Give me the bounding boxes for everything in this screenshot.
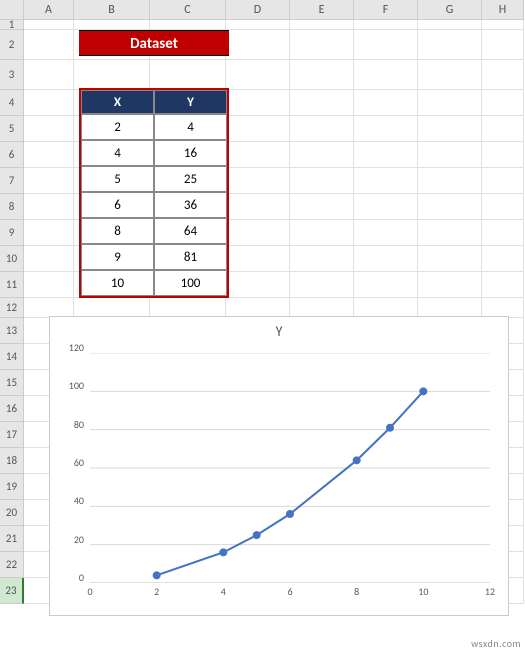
plot-area bbox=[90, 353, 490, 583]
row-header-8[interactable]: 8 bbox=[0, 194, 24, 220]
table-cell[interactable]: 4 bbox=[81, 140, 154, 166]
table-cell[interactable]: 36 bbox=[154, 192, 227, 218]
row-header-2[interactable]: 2 bbox=[0, 30, 24, 60]
row-header-16[interactable]: 16 bbox=[0, 396, 24, 422]
table-cell[interactable]: 81 bbox=[154, 244, 227, 270]
row-header-20[interactable]: 20 bbox=[0, 500, 24, 526]
col-header-c[interactable]: C bbox=[150, 0, 226, 20]
data-table: X Y 2441652563686498110100 bbox=[79, 88, 229, 298]
y-tick-label: 20 bbox=[50, 533, 84, 546]
table-header-row: X Y bbox=[81, 90, 227, 114]
y-tick-label: 0 bbox=[50, 571, 84, 584]
y-tick-label: 60 bbox=[50, 456, 84, 469]
col-header-d[interactable]: D bbox=[226, 0, 290, 20]
table-cell[interactable]: 8 bbox=[81, 218, 154, 244]
row-header-21[interactable]: 21 bbox=[0, 526, 24, 552]
table-cell[interactable]: 9 bbox=[81, 244, 154, 270]
table-cell[interactable]: 6 bbox=[81, 192, 154, 218]
table-cell[interactable]: 100 bbox=[154, 270, 227, 296]
y-tick-label: 100 bbox=[50, 379, 84, 392]
table-cell[interactable]: 16 bbox=[154, 140, 227, 166]
row-header-1[interactable]: 1 bbox=[0, 20, 24, 30]
dataset-banner: Dataset bbox=[79, 30, 229, 56]
x-tick-label: 12 bbox=[485, 585, 495, 598]
table-row: 10100 bbox=[81, 270, 227, 296]
row-header-9[interactable]: 9 bbox=[0, 220, 24, 246]
spreadsheet: ABCDEFGH 1234567891011121314151617181920… bbox=[0, 0, 525, 652]
col-header-f[interactable]: F bbox=[354, 0, 418, 20]
x-tick-label: 8 bbox=[354, 585, 359, 598]
col-header-x[interactable]: X bbox=[81, 90, 154, 114]
row-header-5[interactable]: 5 bbox=[0, 116, 24, 142]
row-header-14[interactable]: 14 bbox=[0, 344, 24, 370]
table-row: 636 bbox=[81, 192, 227, 218]
col-header-b[interactable]: B bbox=[74, 0, 150, 20]
table-cell[interactable]: 10 bbox=[81, 270, 154, 296]
row-header-12[interactable]: 12 bbox=[0, 298, 24, 318]
x-tick-label: 2 bbox=[154, 585, 159, 598]
chart[interactable]: Y 0 20 40 60 80 100 120 0 2 4 6 8 10 12 bbox=[49, 316, 509, 616]
row-header-7[interactable]: 7 bbox=[0, 168, 24, 194]
row-header-3[interactable]: 3 bbox=[0, 60, 24, 90]
row-header-23[interactable]: 23 bbox=[0, 578, 24, 604]
chart-title: Y bbox=[50, 317, 508, 341]
column-header-row: ABCDEFGH bbox=[0, 0, 525, 20]
y-axis-labels: 020406080100120 bbox=[50, 347, 88, 583]
table-row: 416 bbox=[81, 140, 227, 166]
content-area: Dataset X Y 2441652563686498110100 Y 020… bbox=[24, 20, 525, 652]
row-header-15[interactable]: 15 bbox=[0, 370, 24, 396]
watermark: wsxdn.com bbox=[471, 637, 521, 650]
col-header-y[interactable]: Y bbox=[154, 90, 227, 114]
col-header-g[interactable]: G bbox=[418, 0, 482, 20]
table-cell[interactable]: 5 bbox=[81, 166, 154, 192]
row-header-18[interactable]: 18 bbox=[0, 448, 24, 474]
table-row: 864 bbox=[81, 218, 227, 244]
table-cell[interactable]: 4 bbox=[154, 114, 227, 140]
table-row: 981 bbox=[81, 244, 227, 270]
col-header-a[interactable]: A bbox=[24, 0, 74, 20]
chart-svg bbox=[90, 353, 490, 583]
col-header-h[interactable]: H bbox=[482, 0, 524, 20]
row-header-19[interactable]: 19 bbox=[0, 474, 24, 500]
row-header-10[interactable]: 10 bbox=[0, 246, 24, 272]
table-row: 24 bbox=[81, 114, 227, 140]
x-tick-label: 10 bbox=[418, 585, 428, 598]
y-tick-label: 80 bbox=[50, 418, 84, 431]
col-header-e[interactable]: E bbox=[290, 0, 354, 20]
row-header-22[interactable]: 22 bbox=[0, 552, 24, 578]
y-tick-label: 40 bbox=[50, 494, 84, 507]
row-header-13[interactable]: 13 bbox=[0, 318, 24, 344]
row-header-6[interactable]: 6 bbox=[0, 142, 24, 168]
row-header-17[interactable]: 17 bbox=[0, 422, 24, 448]
table-cell[interactable]: 64 bbox=[154, 218, 227, 244]
y-tick-label: 120 bbox=[50, 341, 84, 354]
x-tick-label: 0 bbox=[87, 585, 92, 598]
table-cell[interactable]: 25 bbox=[154, 166, 227, 192]
row-header-4[interactable]: 4 bbox=[0, 90, 24, 116]
x-tick-label: 6 bbox=[287, 585, 292, 598]
x-axis-labels: 024681012 bbox=[90, 585, 490, 601]
select-all-corner[interactable] bbox=[0, 0, 24, 20]
table-row: 525 bbox=[81, 166, 227, 192]
row-header-11[interactable]: 11 bbox=[0, 272, 24, 298]
table-cell[interactable]: 2 bbox=[81, 114, 154, 140]
x-tick-label: 4 bbox=[221, 585, 226, 598]
